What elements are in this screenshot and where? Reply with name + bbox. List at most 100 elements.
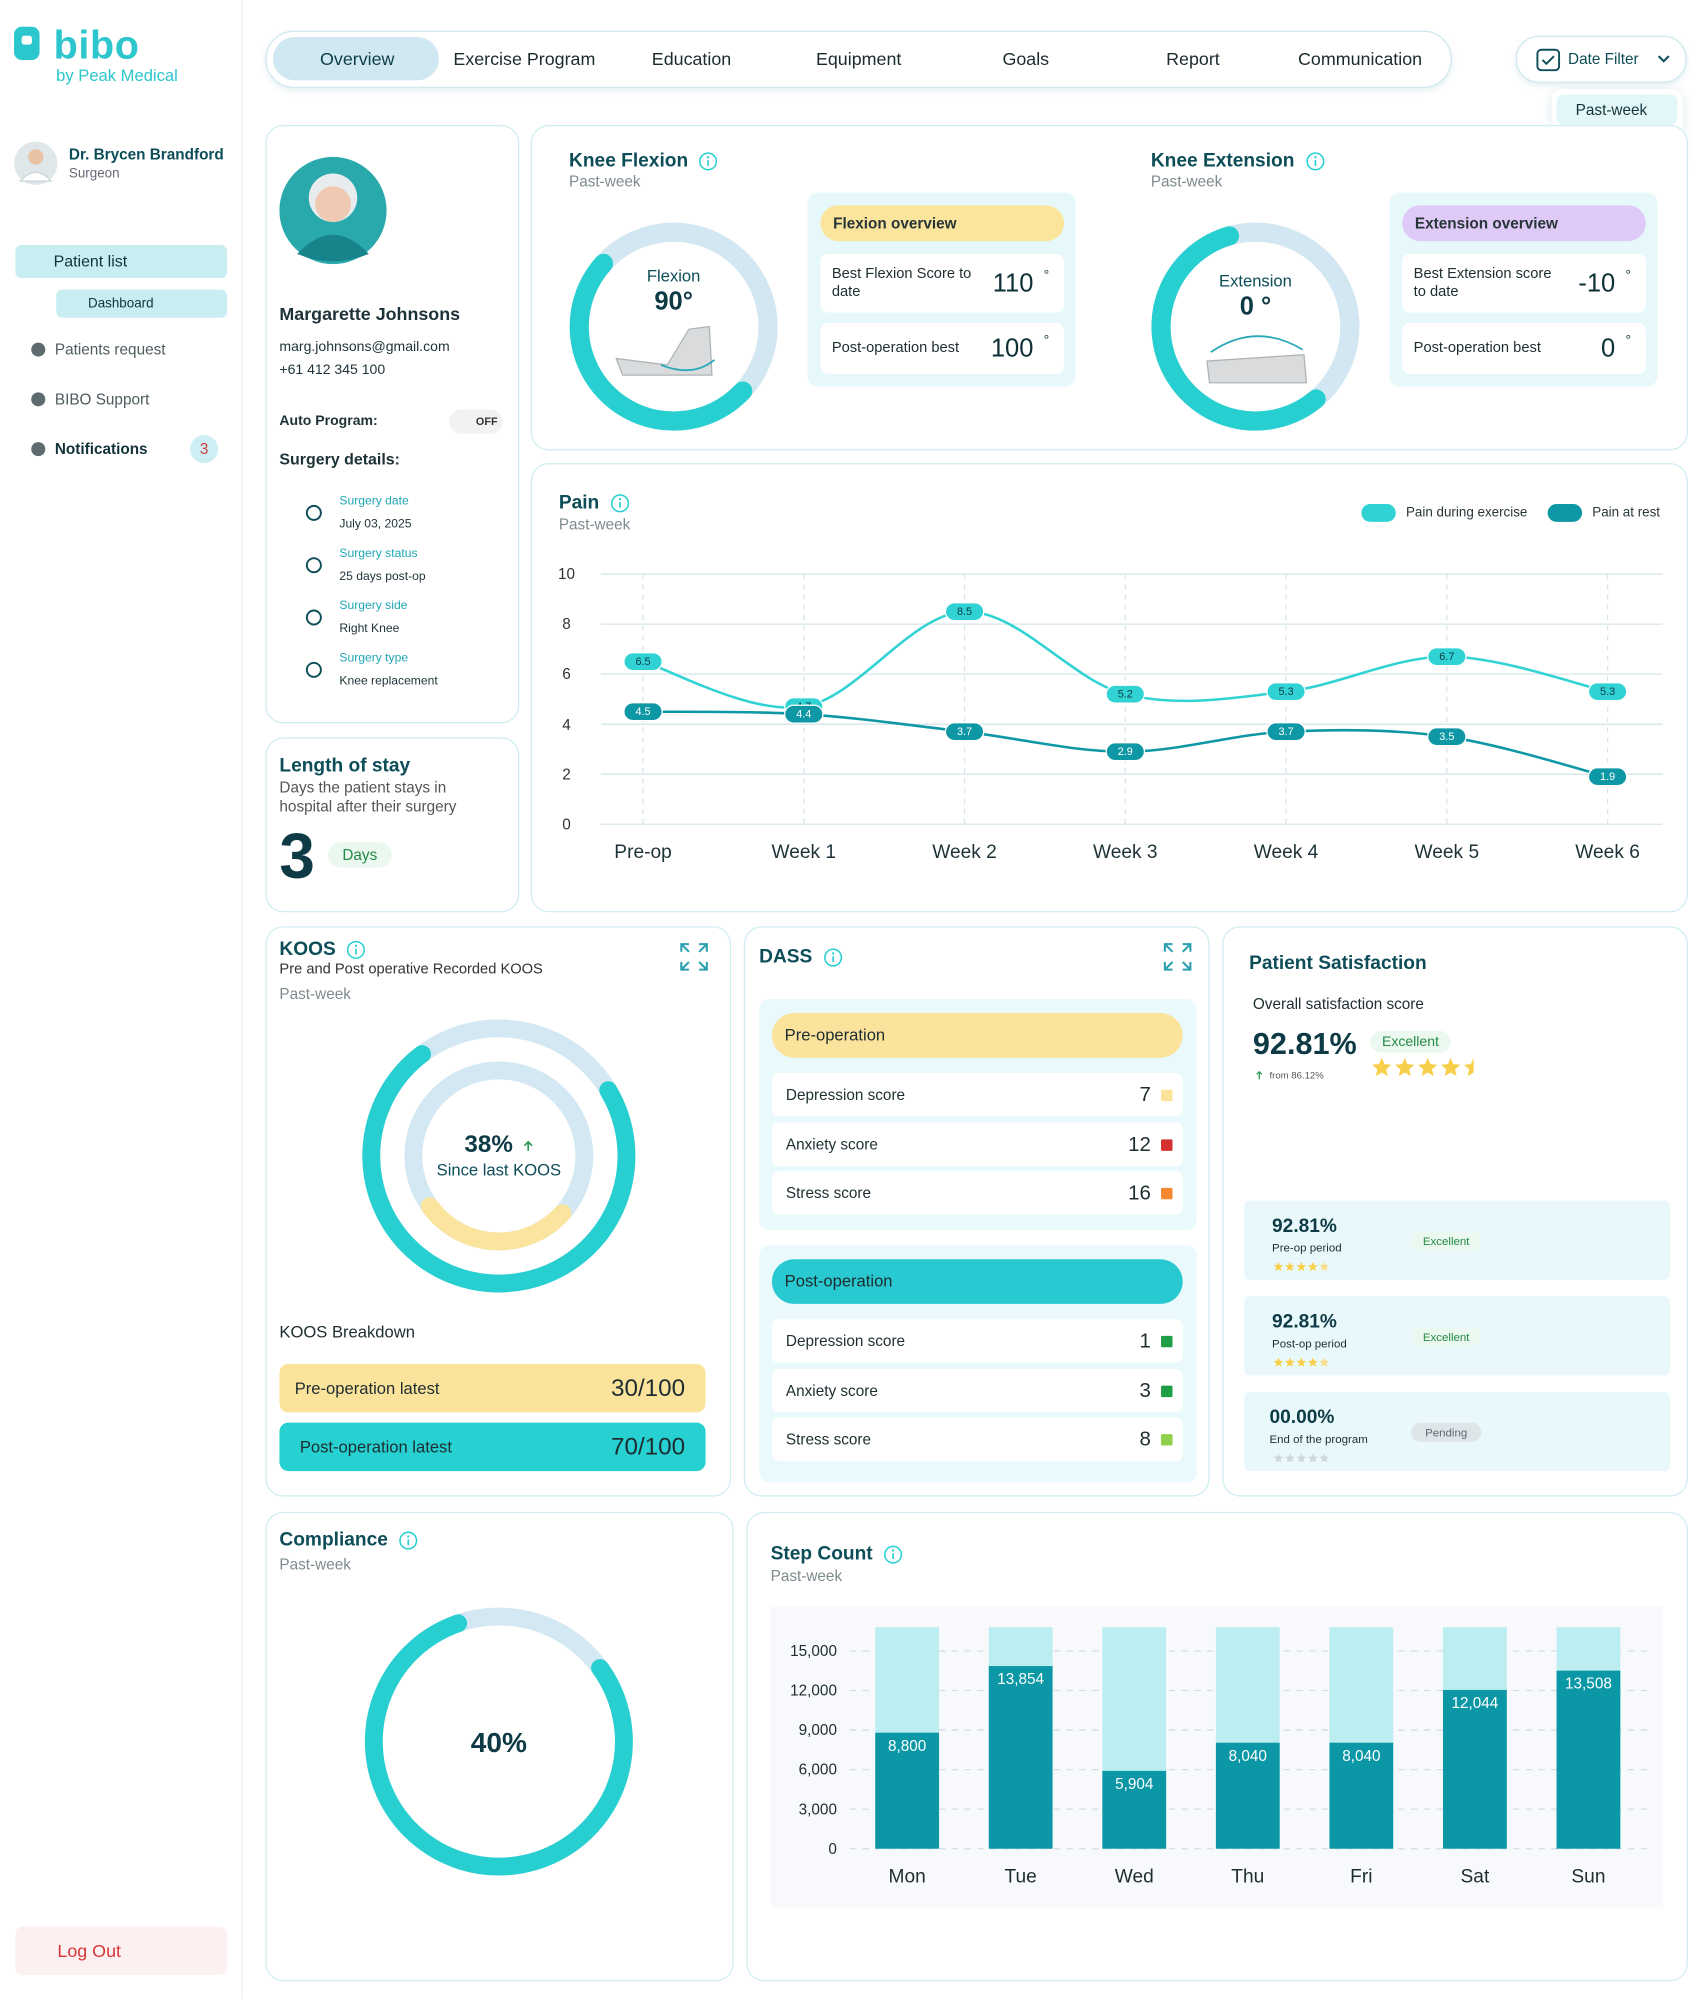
card-subtitle: Past-week xyxy=(279,1555,351,1574)
dass-label: Stress score xyxy=(785,1430,872,1449)
star xyxy=(1395,1057,1415,1077)
dass-value: 3 xyxy=(1139,1380,1151,1402)
gauge-label: Extension xyxy=(1219,271,1292,291)
card-title: KOOS xyxy=(279,938,336,961)
bar xyxy=(1215,1742,1280,1849)
overview-title: Extension overview xyxy=(1414,214,1558,233)
user-name: Dr. Brycen Brandford xyxy=(68,145,224,164)
tab[interactable]: Equipment xyxy=(815,48,902,69)
nav-icon xyxy=(31,342,46,357)
info-ring xyxy=(399,1530,418,1550)
toggle[interactable] xyxy=(449,409,503,434)
nav-item[interactable]: Notifications xyxy=(54,440,148,459)
info-dot xyxy=(355,944,358,947)
point-label-bg xyxy=(1587,682,1628,702)
info-icon[interactable] xyxy=(1305,151,1325,171)
nav-pill[interactable] xyxy=(56,289,228,318)
tab[interactable]: Communication xyxy=(1298,48,1423,69)
logout-label[interactable]: Log Out xyxy=(57,1940,121,1961)
satisfaction-card: Patient Satisfaction Overall satisfaction… xyxy=(1222,926,1688,1497)
period-value: 92.81% xyxy=(1272,1215,1337,1237)
overview-value: 100 xyxy=(990,334,1034,363)
card-title: DASS xyxy=(759,946,813,968)
star xyxy=(1296,1357,1307,1367)
nav-item[interactable]: Dashboard xyxy=(88,295,154,312)
info-ring xyxy=(347,940,366,959)
x-tick-label: Week 2 xyxy=(932,841,997,864)
y-tick-label: 6 xyxy=(562,665,571,684)
expand-stroke xyxy=(1163,961,1174,971)
badge-bg xyxy=(190,435,219,464)
period-value: 92.81% xyxy=(1272,1310,1337,1333)
tab[interactable]: Education xyxy=(651,48,732,69)
x-tick-label: Sun xyxy=(1571,1865,1606,1888)
user-face xyxy=(28,149,44,165)
koos-value: 38% xyxy=(464,1131,513,1159)
tab[interactable]: Overview xyxy=(320,48,395,69)
expand-icon[interactable] xyxy=(680,943,708,971)
dass-value: 1 xyxy=(1139,1330,1151,1353)
card-period: Past-week xyxy=(279,984,351,1003)
overview-row: Post-operation best 0 ° xyxy=(1402,322,1646,374)
tab[interactable]: Goals xyxy=(1002,48,1050,69)
info-icon[interactable] xyxy=(883,1544,903,1564)
tab-active xyxy=(273,36,439,81)
x-tick-label: Wed xyxy=(1114,1865,1154,1888)
dass-label: Depression score xyxy=(785,1085,906,1104)
date-filter-label: Date Filter xyxy=(1568,49,1639,68)
info-icon[interactable] xyxy=(609,492,629,512)
overview-label: Best Flexion Score to date xyxy=(831,266,972,300)
period-value: 00.00% xyxy=(1269,1406,1335,1429)
tab[interactable]: Exercise Program xyxy=(453,48,596,69)
dass-header: Pre-operation xyxy=(771,1013,1183,1058)
dass-row: Depression score 1 xyxy=(771,1319,1183,1363)
calendar-icon xyxy=(1536,48,1561,72)
unit-pill: Days xyxy=(327,842,392,868)
info-dot xyxy=(707,155,710,158)
card-title: Knee Extension xyxy=(1150,149,1295,172)
info-icon[interactable] xyxy=(698,151,718,171)
star xyxy=(1319,1357,1330,1367)
card-subtitle: Pre and Post operative Recorded KOOS xyxy=(279,961,543,978)
info-icon[interactable] xyxy=(823,947,843,967)
info-icon[interactable] xyxy=(346,939,366,959)
x-tick-label: Week 1 xyxy=(771,841,837,864)
section-title: KOOS Breakdown xyxy=(279,1322,415,1342)
ring-arc xyxy=(364,1614,633,1876)
card-title: Patient Satisfaction xyxy=(1249,952,1427,975)
graphics xyxy=(1273,1357,1330,1367)
info-ring xyxy=(699,151,718,170)
sidebar: bibo by Peak Medical Dr. Brycen Brandford S… xyxy=(0,0,243,2000)
point-label: 3.5 xyxy=(1439,731,1454,743)
date-filter[interactable]: Date Filter xyxy=(1515,35,1687,83)
dass-label: Depression score xyxy=(785,1331,906,1350)
card-description: Days the patient stays in hospital after… xyxy=(279,778,457,816)
point-label: 3.7 xyxy=(1279,726,1294,738)
nav-item[interactable]: BIBO Support xyxy=(54,390,150,409)
nav-pill[interactable] xyxy=(15,244,228,279)
point-label-bg xyxy=(623,702,663,722)
patient-card: Margarette Johnsons marg.johnsons@gmail.c… xyxy=(265,125,520,724)
logout-button[interactable] xyxy=(15,1926,228,1976)
bar-value-label: 8,040 xyxy=(1229,1748,1267,1765)
dass-indicator xyxy=(1161,1434,1173,1447)
point-label-bg xyxy=(784,704,824,724)
tab[interactable]: Report xyxy=(1166,48,1220,69)
dass-indicator xyxy=(1161,1138,1173,1151)
leg-illustration xyxy=(615,325,713,376)
dass-label: Anxiety score xyxy=(785,1381,878,1400)
rating-pill: Excellent xyxy=(1411,1231,1482,1251)
nav-item[interactable]: Patients request xyxy=(54,340,166,359)
expand-icon[interactable] xyxy=(1163,943,1192,971)
breakdown-value: 30/100 xyxy=(610,1375,686,1403)
card-title: Length of stay xyxy=(279,754,411,777)
y-tick-label: 2 xyxy=(562,765,571,784)
info-icon[interactable] xyxy=(398,1530,418,1550)
nav-item[interactable]: Patient list xyxy=(53,252,128,271)
dass-row: Stress score 8 xyxy=(771,1417,1183,1462)
overall-label: Overall satisfaction score xyxy=(1252,995,1424,1014)
y-tick-label: 0 xyxy=(562,815,571,834)
point-label-bg xyxy=(1105,684,1146,704)
dass-indicator xyxy=(1161,1089,1173,1102)
date-option[interactable]: Past-week xyxy=(1575,100,1648,119)
